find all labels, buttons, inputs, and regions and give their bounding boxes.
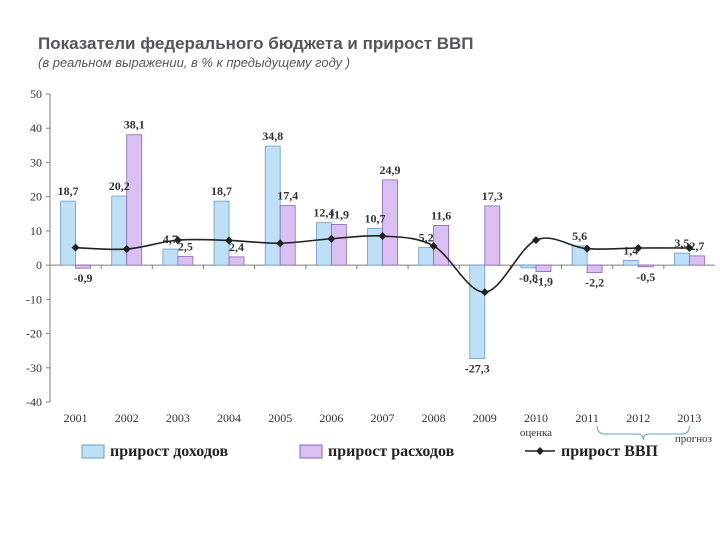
x-tick-label: 2002 (115, 411, 139, 425)
x-tick-label: 2011 (575, 411, 599, 425)
revenue-bar (111, 195, 128, 266)
expense-bar-label: -0,5 (636, 270, 655, 284)
revenue-bar-label: 10,7 (365, 211, 386, 225)
gdp-point (225, 236, 234, 245)
x-tick-label: 2007 (371, 411, 395, 425)
y-tick-label: 0 (36, 258, 42, 272)
legend-gdp-label: прирост ВВП (561, 443, 659, 460)
x-tick-label: 2008 (422, 411, 446, 425)
expense-bar (126, 134, 143, 266)
revenue-bar (469, 264, 486, 359)
revenue-bar (622, 259, 639, 266)
expense-bar (484, 205, 501, 266)
revenue-bar-label: -0,8 (519, 271, 538, 285)
revenue-bar (418, 246, 435, 266)
note-forecast: прогноз (675, 433, 712, 445)
gdp-point (480, 288, 489, 297)
x-tick-label: 2004 (217, 411, 241, 425)
gdp-point (685, 244, 694, 252)
legend-revenue-label: прирост доходов (110, 443, 229, 460)
gdp-point (173, 236, 182, 245)
expense-bar (75, 264, 91, 269)
y-tick-label: -10 (26, 292, 42, 306)
expense-bar-label: 38,1 (124, 118, 145, 132)
x-tick-label: 2001 (64, 411, 88, 425)
x-tick-label: 2009 (473, 411, 497, 425)
revenue-bar-label: 18,7 (211, 184, 232, 198)
expense-bar-label: -1,9 (534, 275, 553, 289)
expense-bar-label: -2,2 (585, 276, 604, 290)
x-tick-label: 2010 (524, 411, 548, 425)
y-tick-label: 30 (30, 155, 42, 169)
y-tick-label: 20 (30, 190, 42, 204)
y-tick-label: -30 (26, 361, 42, 375)
chart-title: Показатели федерального бюджета и прирос… (38, 34, 474, 53)
expense-bar-label: 2,4 (229, 240, 244, 254)
x-tick-label: 2013 (677, 411, 701, 425)
expense-bar (637, 264, 654, 268)
revenue-bar-label: 12,4 (313, 206, 334, 220)
chart-subtitle: (в реальном выражении, в % к предыдущему… (38, 55, 351, 70)
expense-bar (382, 179, 398, 266)
gdp-point (122, 245, 131, 254)
revenue-bar (264, 145, 281, 266)
x-tick-label: 2006 (319, 411, 343, 425)
forecast-brace (596, 425, 690, 441)
gdp-point (531, 236, 540, 245)
legend-expense-label: прирост расходов (328, 443, 455, 460)
revenue-bar (571, 245, 588, 266)
legend-revenue-swatch (81, 444, 105, 459)
expense-bar (689, 255, 705, 266)
gdp-point (71, 243, 80, 252)
revenue-bar-label: 34,8 (262, 129, 283, 143)
expense-bar-label: 17,4 (277, 189, 298, 203)
gdp-point (429, 241, 438, 250)
gdp-point (634, 244, 643, 252)
expense-bar-label: 2,5 (178, 240, 193, 254)
revenue-bar-label: -27,3 (465, 362, 490, 376)
expense-bar-label: -0,9 (74, 271, 93, 285)
y-tick-label: -40 (26, 395, 42, 409)
y-tick-label: 40 (30, 121, 42, 135)
expense-bar (228, 256, 245, 266)
revenue-bar-label: 5,6 (572, 229, 587, 243)
expense-bar (586, 264, 603, 274)
revenue-bar-label: 3,5 (674, 236, 689, 250)
revenue-bar (520, 264, 537, 269)
expense-bar-label: 2,7 (689, 239, 704, 253)
gdp-point (378, 232, 387, 241)
expense-bar (330, 223, 347, 266)
revenue-bar (162, 248, 179, 266)
revenue-bar-label: 1,4 (623, 243, 638, 257)
expense-bar (535, 264, 552, 273)
x-tick-label: 2003 (166, 411, 190, 425)
expense-bar (279, 205, 296, 266)
revenue-bar (315, 222, 332, 266)
note-estimate: оценка (520, 427, 552, 439)
gdp-point (327, 234, 336, 243)
revenue-bar (367, 228, 383, 266)
revenue-bar-label: 20,2 (109, 179, 130, 193)
expense-bar-label: 11,6 (431, 208, 451, 222)
revenue-bar (213, 200, 230, 266)
gdp-point (276, 239, 285, 248)
y-tick-label: 50 (30, 87, 42, 101)
x-tick-label: 2005 (268, 411, 292, 425)
x-tick-label: 2012 (626, 411, 650, 425)
revenue-bar (60, 200, 76, 266)
legend-gdp-marker (536, 447, 544, 455)
expense-bar (177, 256, 194, 266)
legend-expense-swatch (299, 444, 323, 459)
revenue-bar (674, 252, 690, 266)
y-tick-label: -20 (26, 327, 42, 341)
expense-bar-label: 17,3 (482, 189, 503, 203)
gdp-point (583, 244, 592, 253)
revenue-bar-label: 18,7 (58, 184, 79, 198)
expense-bar-label: 11,9 (329, 207, 349, 221)
y-tick-label: 10 (30, 224, 42, 238)
expense-bar-label: 24,9 (380, 163, 401, 177)
